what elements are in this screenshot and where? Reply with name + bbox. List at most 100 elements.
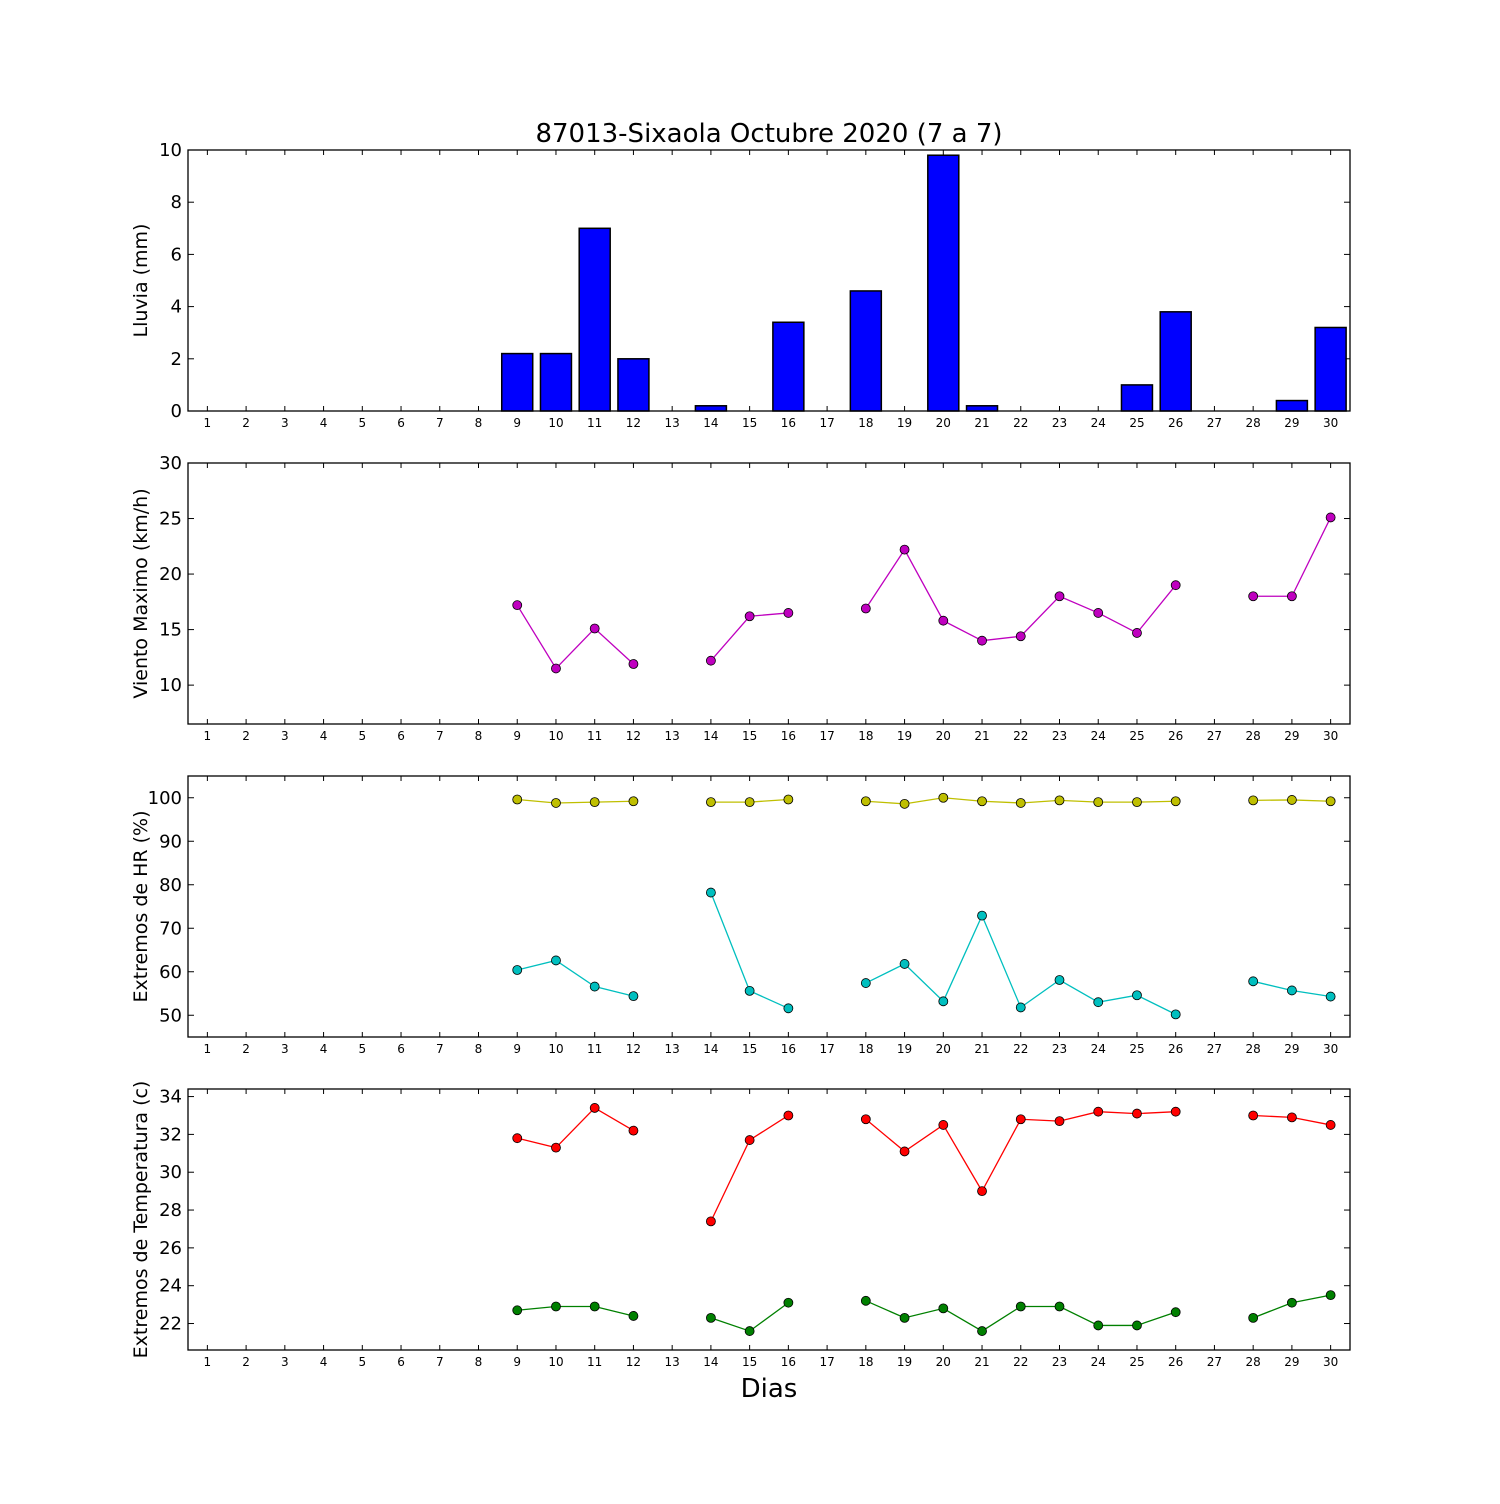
x-tick-label: 14: [703, 1042, 718, 1056]
data-point: [899, 544, 910, 555]
data-point: [1325, 512, 1336, 523]
data-point: [1287, 591, 1297, 602]
bar: [539, 352, 573, 412]
x-tick-label: 14: [703, 729, 718, 743]
x-tick-label: 17: [819, 1042, 834, 1056]
data-point: [1054, 1301, 1065, 1312]
x-tick-label: 15: [742, 416, 757, 430]
x-tick-label: 28: [1246, 1042, 1261, 1056]
data-point: [1248, 1312, 1259, 1323]
data-point: [938, 615, 949, 626]
data-point: [706, 887, 716, 898]
x-tick-label: 6: [397, 1355, 405, 1369]
x-tick-label: 12: [626, 1042, 641, 1056]
data-point: [1287, 1297, 1297, 1308]
data-point: [706, 797, 716, 807]
x-tick-label: 27: [1207, 729, 1222, 743]
x-tick-label: 9: [513, 1355, 521, 1369]
y-tick-label: 50: [159, 1005, 182, 1026]
x-tick-label: 17: [819, 416, 834, 430]
x-tick-label: 11: [587, 729, 602, 743]
x-tick-label: 22: [1013, 1042, 1028, 1056]
y-tick-label: 10: [159, 675, 182, 696]
x-tick-label: 1: [204, 1355, 212, 1369]
x-tick-label: 18: [858, 1042, 873, 1056]
y-tick-label: 4: [171, 297, 182, 318]
x-tick-label: 15: [742, 1355, 757, 1369]
x-tick-label: 26: [1168, 1042, 1183, 1056]
x-tick-label: 25: [1129, 1042, 1144, 1056]
series-line: [517, 959, 634, 997]
x-tick-label: 16: [781, 729, 796, 743]
data-point: [860, 1114, 871, 1125]
x-tick-label: 15: [742, 1042, 757, 1056]
x-tick-label: 29: [1284, 729, 1299, 743]
x-tick-label: 28: [1246, 729, 1261, 743]
data-point: [1132, 1108, 1142, 1119]
x-tick-label: 5: [358, 1355, 366, 1369]
data-point: [589, 623, 600, 634]
y-tick-label: 90: [159, 831, 182, 852]
data-point: [860, 796, 871, 807]
data-point: [628, 1125, 639, 1136]
x-tick-label: 17: [819, 729, 834, 743]
x-tick-label: 12: [626, 416, 641, 430]
data-point: [744, 611, 755, 622]
data-point: [899, 798, 910, 809]
x-tick-label: 1: [204, 729, 212, 743]
data-point: [1170, 1009, 1181, 1020]
x-tick-label: 14: [703, 416, 718, 430]
x-tick-label: 30: [1323, 416, 1338, 430]
x-tick-label: 3: [281, 416, 289, 430]
y-tick-label: 24: [159, 1276, 182, 1297]
data-point: [512, 1305, 523, 1316]
x-tick-label: 13: [665, 729, 680, 743]
data-point: [1325, 796, 1336, 807]
data-point: [744, 1135, 755, 1145]
x-tick-label: 3: [281, 1042, 289, 1056]
x-tick-label: 18: [858, 1355, 873, 1369]
x-tick-label: 5: [358, 1042, 366, 1056]
plot-frame: [187, 149, 1351, 412]
x-tick-label: 10: [548, 729, 563, 743]
x-tick-label: 21: [974, 1355, 989, 1369]
data-point: [977, 1326, 987, 1336]
x-tick-label: 21: [974, 416, 989, 430]
data-point: [783, 794, 794, 805]
x-tick-label: 2: [242, 416, 250, 430]
data-point: [628, 796, 639, 807]
data-point: [706, 1312, 716, 1323]
y-tick-label: 22: [159, 1314, 182, 1335]
data-point: [860, 603, 871, 614]
x-tick-label: 9: [513, 729, 521, 743]
x-tick-label: 3: [281, 1355, 289, 1369]
series-line: [710, 1114, 789, 1222]
series-line: [1253, 517, 1332, 597]
y-tick-label: 100: [148, 788, 182, 809]
x-tick-label: 5: [358, 416, 366, 430]
data-point: [938, 1303, 949, 1314]
bar: [772, 321, 805, 412]
y-tick-label: 10: [159, 140, 182, 161]
data-point: [899, 1312, 910, 1323]
x-tick-label: 27: [1207, 1042, 1222, 1056]
x-tick-label: 16: [781, 1042, 796, 1056]
x-tick-label: 1: [204, 416, 212, 430]
bar: [927, 154, 960, 412]
series-line: [865, 548, 1177, 642]
x-tick-label: 20: [936, 1355, 951, 1369]
x-tick-label: 9: [513, 1042, 521, 1056]
bar: [849, 290, 883, 412]
x-tick-label: 11: [587, 1355, 602, 1369]
x-tick-label: 21: [974, 1042, 989, 1056]
data-point: [783, 1297, 794, 1308]
data-point: [589, 981, 600, 992]
x-tick-label: 29: [1284, 416, 1299, 430]
data-point: [1170, 1106, 1181, 1117]
data-point: [938, 792, 949, 803]
x-tick-label: 3: [281, 729, 289, 743]
x-tick-label: 17: [819, 1355, 834, 1369]
